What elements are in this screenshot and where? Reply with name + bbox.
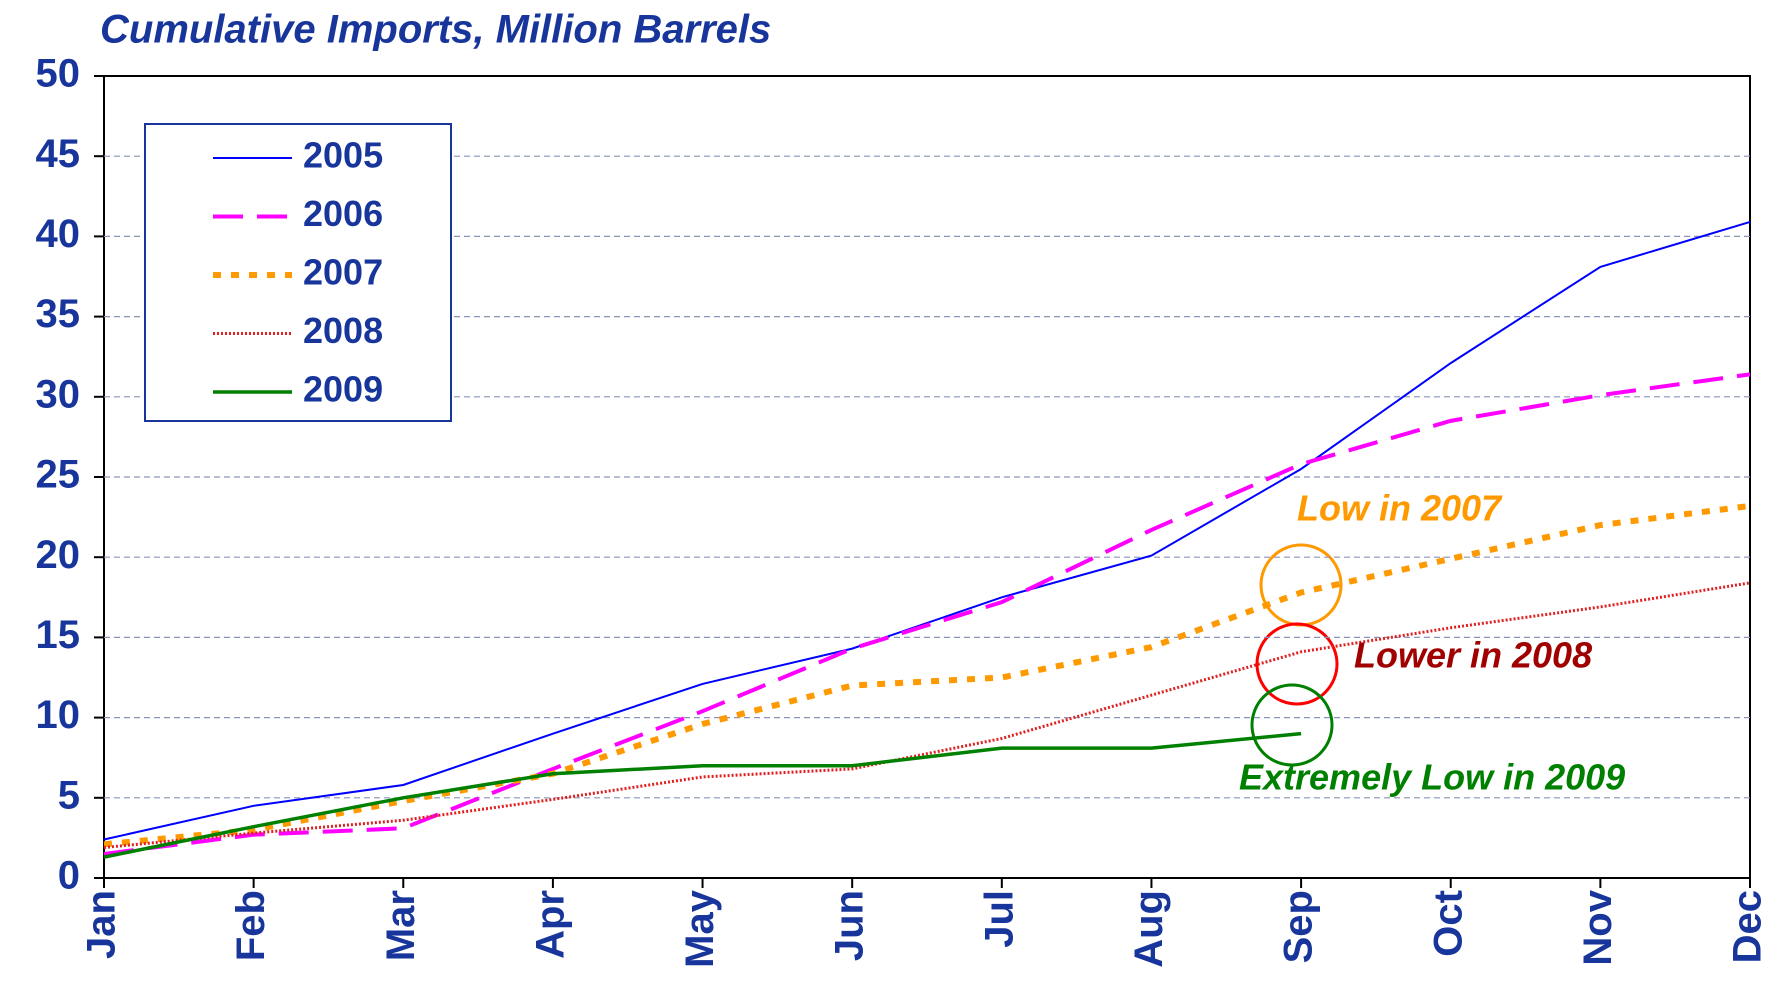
x-tick-label: Oct: [1426, 890, 1470, 957]
x-tick-label: Jan: [80, 890, 124, 959]
y-tick-label: 25: [36, 453, 81, 497]
x-tick-label: Jun: [828, 890, 872, 961]
x-tick-label: Aug: [1127, 890, 1171, 968]
highlight-circle: [1255, 622, 1339, 706]
y-tick-label: 15: [36, 613, 81, 657]
highlight-circle: [1250, 683, 1334, 767]
legend-label: 2009: [303, 369, 383, 410]
series-line: [103, 502, 1751, 848]
series-line: [103, 581, 1751, 850]
x-tick-label: Mar: [379, 890, 423, 961]
legend-label: 2005: [303, 135, 383, 176]
y-tick-label: 20: [36, 533, 81, 577]
x-tick-label: Apr: [528, 890, 572, 959]
x-tick-label: Sep: [1277, 890, 1321, 963]
y-tick-label: 10: [36, 693, 81, 737]
x-tick-label: Feb: [229, 890, 273, 961]
chart-title: Cumulative Imports, Million Barrels: [100, 8, 771, 52]
annotation: Lower in 2008: [1354, 635, 1592, 676]
x-tick-label: Nov: [1576, 889, 1620, 965]
annotation: Extremely Low in 2009: [1239, 757, 1625, 798]
annotation: Low in 2007: [1297, 488, 1503, 529]
x-tick-label: Dec: [1726, 890, 1770, 963]
y-tick-label: 40: [36, 212, 81, 256]
x-tick-label: May: [678, 889, 722, 968]
y-tick-label: 45: [36, 132, 81, 176]
legend-label: 2006: [303, 193, 383, 234]
legend-label: 2007: [303, 252, 383, 293]
y-tick-label: 50: [36, 52, 81, 96]
y-tick-label: 35: [36, 292, 81, 336]
legend-label: 2008: [303, 310, 383, 351]
series-line: [103, 731, 1302, 859]
series-line: [103, 221, 1751, 841]
legend-box: [144, 123, 452, 422]
y-tick-label: 30: [36, 372, 81, 416]
y-tick-label: 5: [58, 773, 80, 817]
series-line: [103, 372, 1751, 856]
x-tick-label: Jul: [977, 890, 1021, 948]
y-tick-label: 0: [58, 854, 80, 898]
